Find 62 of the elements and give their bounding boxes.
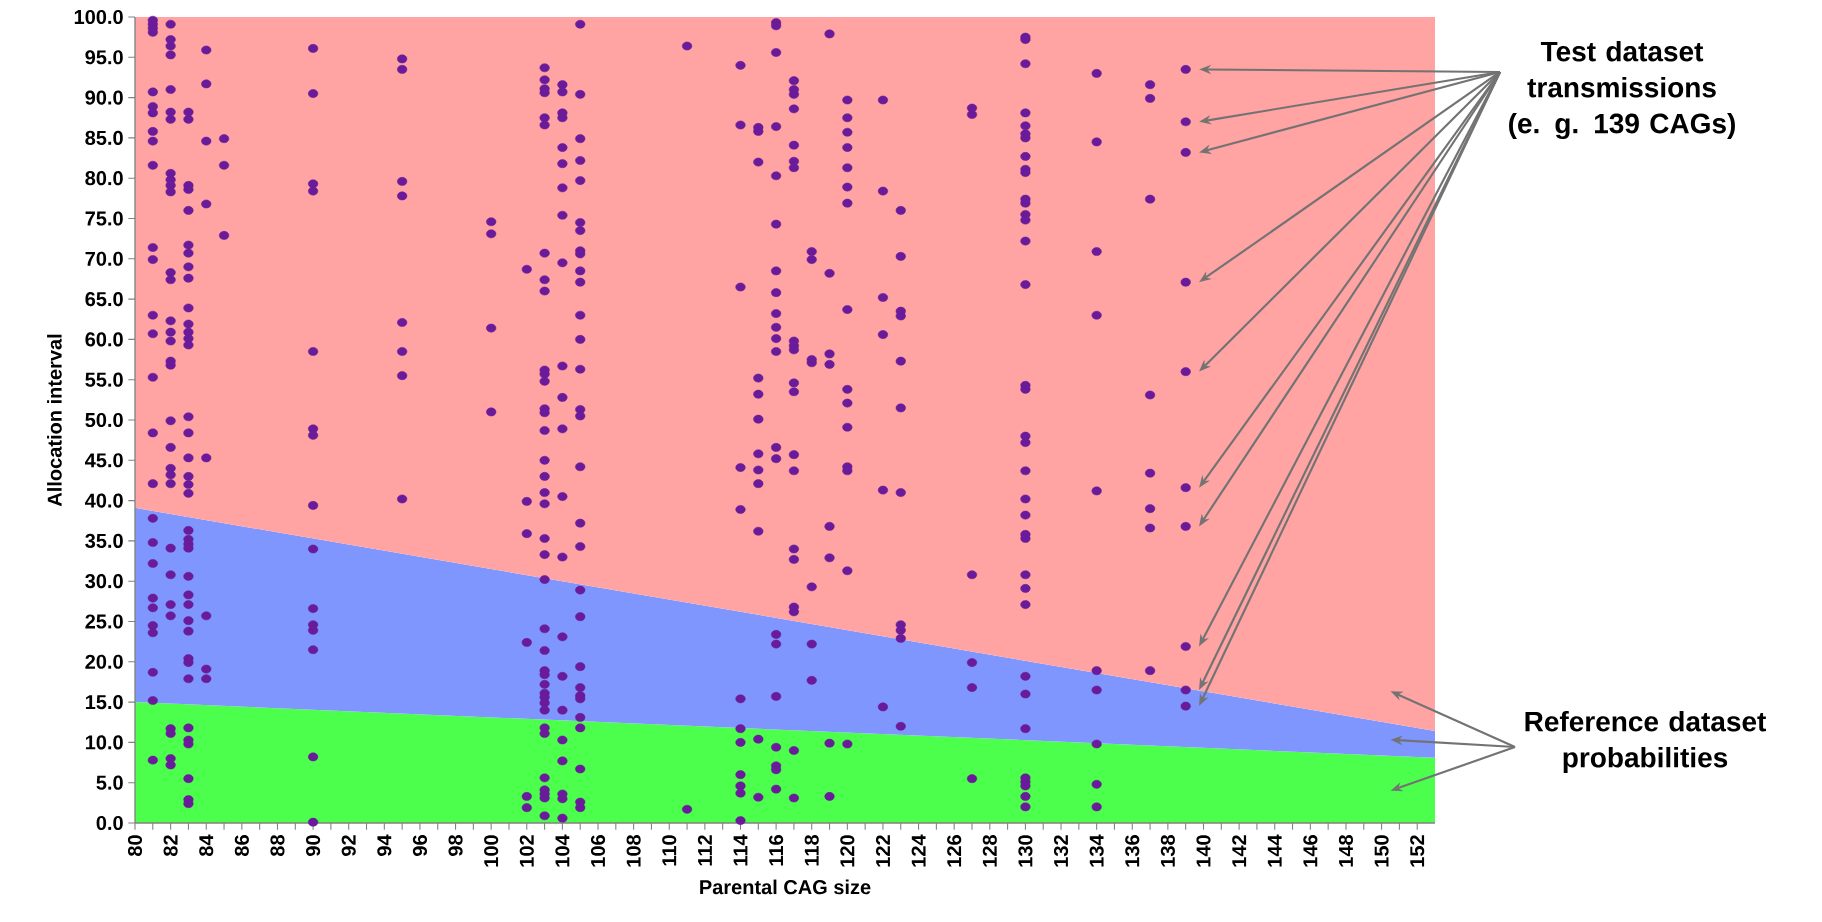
x-tick-label: 94	[377, 834, 392, 856]
text: Test dataset transmissions (e. g. 139 CAGs)	[1509, 40, 1735, 140]
text: Reference dataset probabilities	[1525, 710, 1767, 774]
x-tick-label: 132	[1053, 835, 1069, 867]
x-tick-label: 104	[555, 834, 570, 867]
y-tick-label: 100.0	[74, 9, 123, 25]
y-tick-label: 25.0	[85, 614, 123, 629]
y-axis-title: Allocation interval	[47, 334, 62, 507]
x-tick-label: 86	[234, 835, 249, 856]
y-tick-label: 90.0	[85, 90, 123, 105]
x-tick-label: 122	[875, 835, 890, 867]
x-tick-label: 82	[163, 835, 178, 856]
y-tick-label: 45.0	[85, 453, 123, 468]
x-tick-label: 128	[982, 835, 997, 867]
x-tick-label: 108	[626, 835, 641, 867]
x-tick-label: 88	[270, 835, 285, 856]
x-tick-label: 124	[911, 834, 926, 867]
y-tick-label: 80.0	[85, 171, 123, 186]
y-tick-label: 70.0	[85, 251, 123, 266]
x-tick-label: 112	[697, 835, 712, 866]
x-tick-label: 142	[1232, 835, 1247, 867]
y-tick-label: 65.0	[85, 292, 123, 307]
x-tick-label: 100	[484, 835, 499, 867]
x-tick-label: 116	[769, 835, 784, 866]
x-tick-label: 84	[199, 834, 214, 856]
x-tick-label: 152	[1410, 835, 1425, 867]
x-tick-label: 148	[1338, 835, 1354, 867]
y-tick-label: 95.0	[85, 50, 123, 65]
x-tick-label: 144	[1267, 834, 1282, 867]
y-tick-label: 40.0	[85, 493, 123, 508]
y-tick-label: 30.0	[85, 574, 123, 589]
x-tick-label: 80	[127, 835, 143, 856]
x-tick-label: 146	[1303, 835, 1318, 867]
x-tick-label: 138	[1160, 835, 1175, 867]
x-tick-label: 134	[1089, 834, 1104, 867]
y-tick-label: 5.0	[96, 775, 123, 790]
y-tick-label: 10.0	[85, 735, 123, 750]
y-tick-label: 85.0	[85, 130, 123, 145]
x-tick-label: 98	[448, 835, 463, 856]
x-tick-label: 126	[947, 835, 962, 867]
y-tick-label: 35.0	[85, 533, 123, 548]
x-tick-label: 96	[412, 835, 428, 856]
x-tick-label: 140	[1196, 835, 1211, 867]
x-tick-label: 92	[341, 835, 356, 856]
x-tick-label: 118	[804, 835, 819, 866]
x-tick-label: 106	[590, 835, 606, 867]
x-tick-label: 90	[306, 835, 321, 856]
x-tick-label: 130	[1018, 835, 1033, 867]
x-tick-label: 120	[840, 835, 855, 867]
y-tick-label: 55.0	[85, 372, 123, 387]
x-tick-label: 150	[1374, 835, 1389, 867]
x-tick-label: 110	[662, 835, 677, 866]
x-tick-label: 114	[733, 834, 748, 866]
x-tick-label: 136	[1125, 835, 1140, 867]
y-tick-label: 15.0	[85, 695, 123, 710]
y-tick-label: 50.0	[85, 412, 123, 428]
y-tick-label: 0.0	[96, 815, 123, 831]
y-tick-label: 60.0	[85, 332, 123, 347]
y-tick-label: 20.0	[85, 654, 123, 669]
x-axis-title: Parental CAG size	[700, 879, 871, 895]
y-tick-label: 75.0	[85, 211, 123, 226]
x-tick-label: 102	[519, 835, 534, 867]
